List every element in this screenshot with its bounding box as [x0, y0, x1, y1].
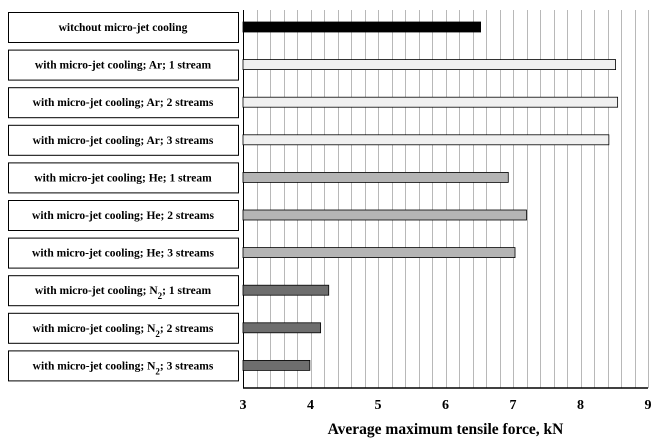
category-label: with micro-jet cooling; He; 3 streams [8, 237, 239, 269]
x-axis-title: Average maximum tensile force, kN [328, 421, 564, 438]
bar [242, 96, 619, 108]
category-box [8, 350, 239, 382]
category-text: with micro-jet cooling; He; 3 streams [32, 248, 214, 260]
category-box [8, 49, 239, 81]
category-label: with micro-jet cooling; Ar; 1 stream [8, 49, 239, 81]
x-tick-label: 4 [307, 398, 314, 413]
category-text: with micro-jet cooling; Ar; 3 streams [33, 135, 214, 147]
bar [242, 21, 482, 33]
category-box [8, 124, 239, 156]
bar [242, 134, 610, 146]
category-box [8, 12, 239, 43]
category-label: with micro-jet cooling; N2; 1 stream [8, 275, 239, 307]
category-text: with micro-jet cooling; Ar; 1 stream [35, 60, 212, 72]
x-tick-label: 9 [645, 398, 651, 413]
gridlines [243, 10, 649, 388]
bar [242, 322, 322, 334]
bar [242, 171, 509, 183]
bar [242, 359, 311, 371]
category-box [8, 162, 239, 194]
category-text: with micro-jet cooling; N2; 3 streams [33, 360, 214, 376]
category-text: with micro-jet cooling; N2; 2 streams [33, 323, 214, 339]
category-text: with micro-jet cooling; He; 1 stream [34, 172, 212, 184]
category-text: with micro-jet cooling; He; 2 streams [32, 210, 214, 222]
bars [242, 21, 619, 371]
category-label: witchout micro-jet cooling [8, 12, 239, 43]
category-text: with micro-jet cooling; Ar; 2 streams [33, 97, 214, 109]
category-label: with micro-jet cooling; N2; 2 streams [8, 312, 239, 344]
category-label: with micro-jet cooling; Ar; 2 streams [8, 87, 239, 119]
x-tick-label: 7 [510, 398, 517, 413]
category-box [8, 87, 239, 119]
category-labels: witchout micro-jet cooling with micro-jet… [8, 12, 239, 382]
category-text: with micro-jet cooling; N2; 1 stream [35, 285, 212, 301]
bar [242, 284, 330, 296]
category-box [8, 312, 239, 344]
category-label: with micro-jet cooling; Ar; 3 streams [8, 124, 239, 156]
category-box [8, 275, 239, 307]
x-tick-label: 8 [577, 398, 584, 413]
x-tick-label: 3 [240, 398, 247, 413]
category-box [8, 200, 239, 231]
bar [242, 59, 617, 70]
x-tick-label: 6 [442, 398, 449, 413]
category-label: with micro-jet cooling; He; 1 stream [8, 162, 239, 194]
x-tick-labels: 3 4 5 6 7 8 9 [240, 398, 651, 413]
bar [242, 209, 527, 221]
category-text: witchout micro-jet cooling [59, 22, 188, 34]
x-tick-label: 5 [375, 398, 382, 413]
bar [242, 247, 516, 259]
category-box [8, 237, 239, 269]
category-label: with micro-jet cooling; N2; 3 streams [8, 350, 239, 382]
category-label: with micro-jet cooling; He; 2 streams [8, 200, 239, 231]
